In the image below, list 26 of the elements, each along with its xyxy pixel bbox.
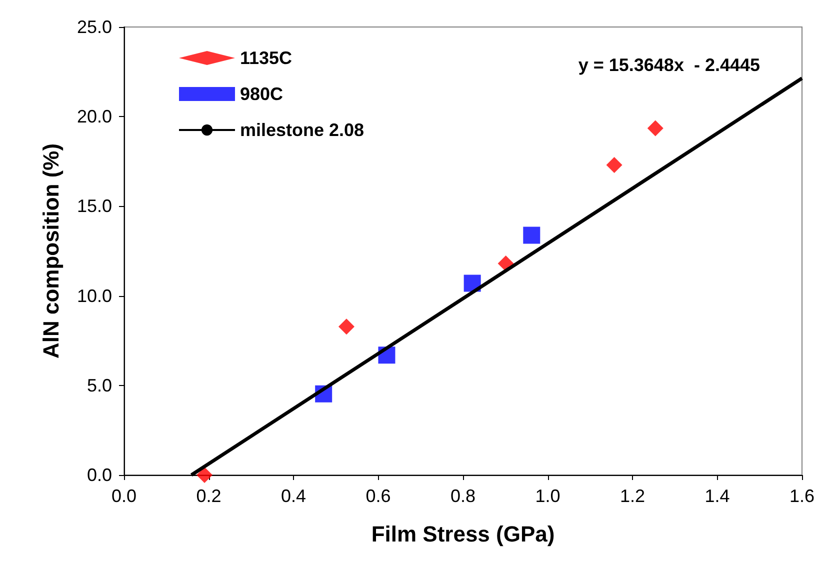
x-tick-label: 0.6 [366,486,391,506]
y-tick-label: 20.0 [76,106,112,127]
y-tick-label: 5.0 [86,375,112,396]
legend-label: milestone 2.08 [240,120,364,140]
x-tick-label: 1.0 [535,486,560,506]
x-tick-label: 1.6 [789,486,815,506]
x-tick-label: 0.4 [280,486,306,506]
y-tick-label: 0.0 [86,465,112,485]
point [338,318,354,335]
point [606,156,622,173]
y-tick-label: 25.0 [76,17,112,37]
y-axis-title: AlN composition (%) [38,143,64,359]
x-tick-label: 1.4 [704,486,730,506]
x-tick-label: 0.8 [450,486,476,506]
point [647,120,664,136]
point [523,226,540,244]
x-tick-label: 1.2 [620,486,646,506]
legend-label: 980C [240,84,284,104]
x-tick-label: 0.0 [111,486,137,506]
x-tick-label: 0.2 [196,486,222,506]
annotation: y = 15.3648x - 2.4445 [578,55,760,75]
legend-label: 1135C [240,48,292,68]
y-tick-label: 15.0 [76,196,112,216]
x-axis-title: Film Stress (GPa) [371,522,555,546]
y-tick-label: 10.0 [76,286,112,306]
point [196,467,213,483]
